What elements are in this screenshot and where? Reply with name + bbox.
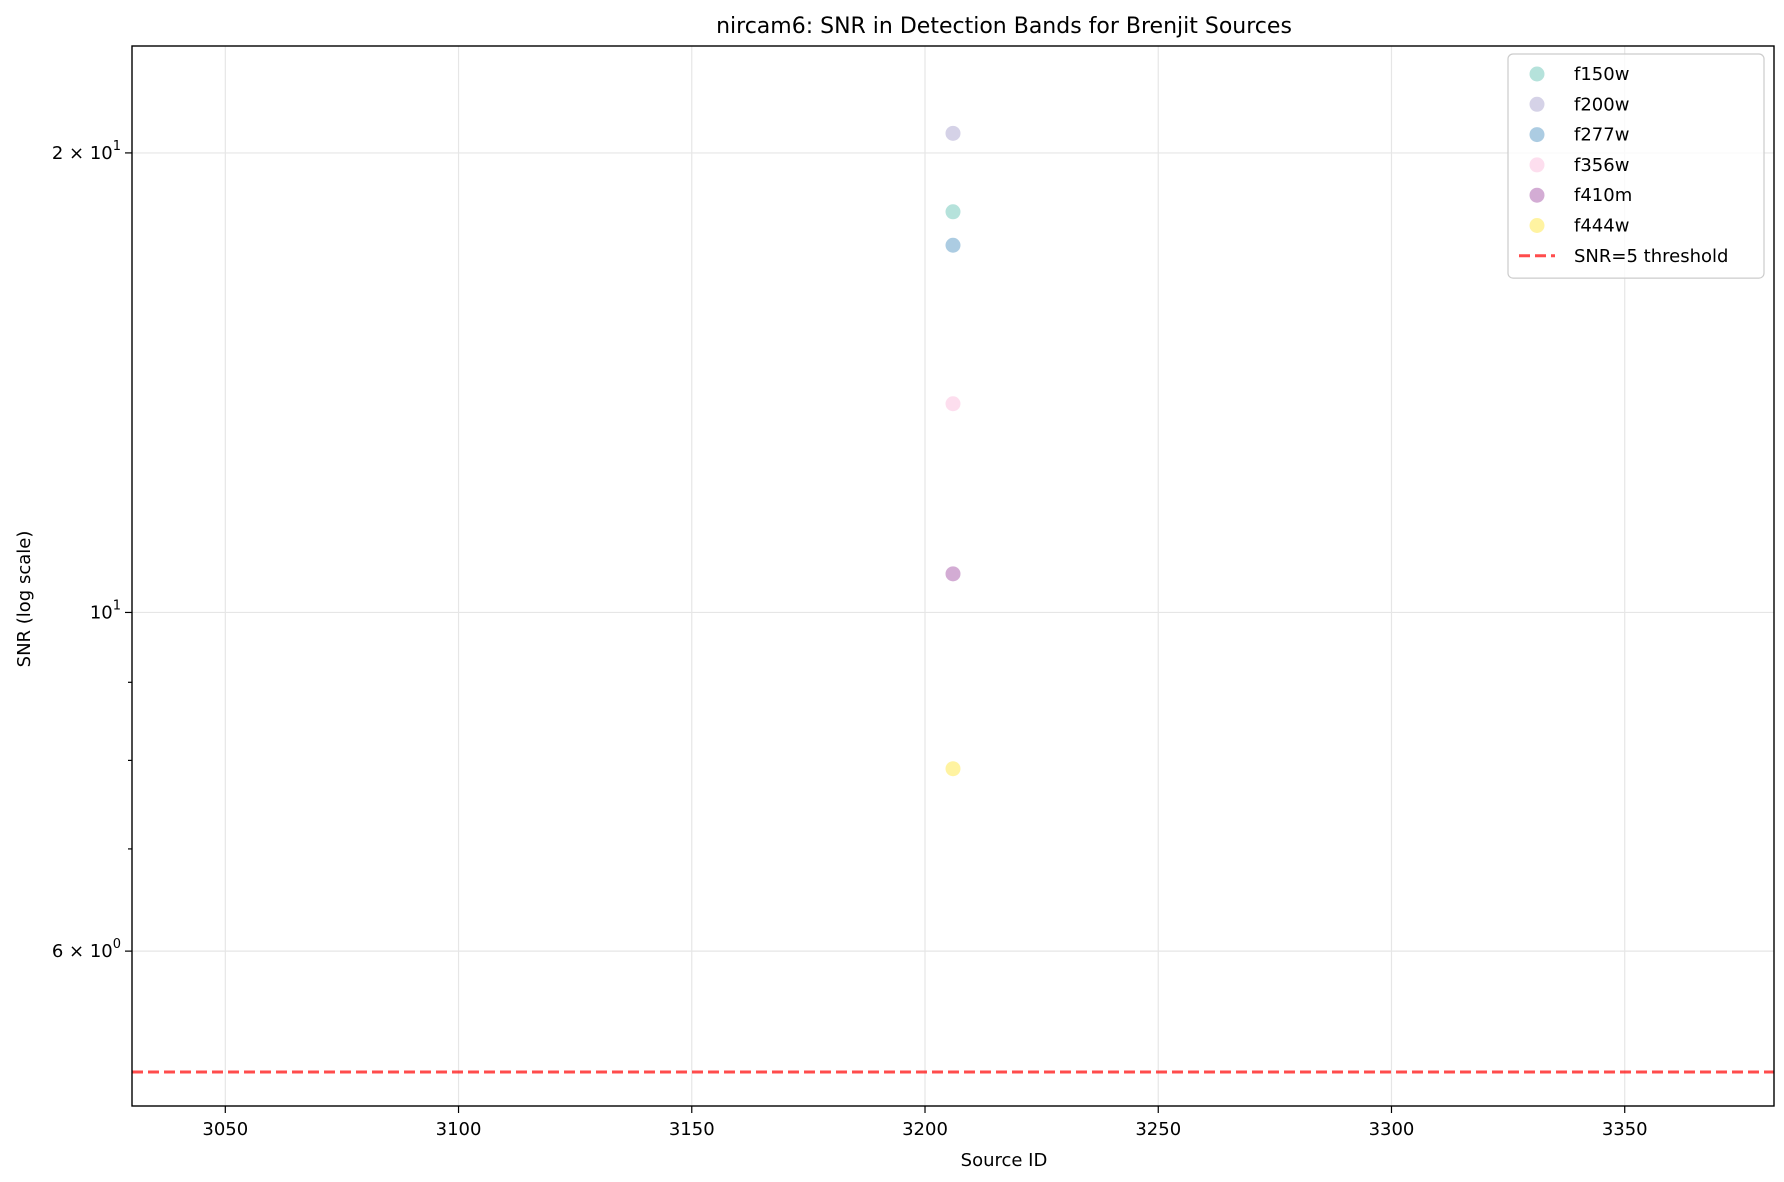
legend-box	[1507, 53, 1765, 279]
point-f150w	[945, 204, 961, 220]
legend-label: f444w	[1574, 216, 1629, 237]
plot-frame	[131, 45, 1775, 1107]
grid-layer	[132, 46, 1774, 1106]
x-tick-label: 3050	[202, 1119, 248, 1140]
y-tick-label: 6 × 100	[52, 937, 121, 962]
point-f277w	[945, 237, 961, 253]
legend-marker-f277w	[1529, 127, 1545, 143]
legend-marker-f444w	[1529, 218, 1545, 233]
legend-label: f200w	[1574, 94, 1629, 115]
point-f410m	[945, 566, 961, 582]
y-tick-label: 2 × 101	[52, 139, 121, 164]
x-tick-label: 3150	[669, 1119, 715, 1140]
x-tick-label: 3200	[902, 1119, 948, 1140]
legend-label: f277w	[1574, 125, 1629, 146]
y-tick-label: 101	[90, 598, 121, 623]
x-tick-label: 3300	[1369, 1119, 1415, 1140]
point-f444w	[945, 761, 961, 777]
x-tick-label: 3250	[1135, 1119, 1181, 1140]
legend-marker-f410m	[1529, 187, 1545, 203]
x-tick-label: 3350	[1602, 1119, 1648, 1140]
legend-label: SNR=5 threshold	[1574, 246, 1728, 267]
legend-marker-f200w	[1529, 96, 1545, 112]
point-f356w	[945, 396, 961, 412]
legend: f150w f200w f277w f356w f410m f444w SNR=5 thre…	[1507, 53, 1765, 279]
ticks-layer: 3050 3100 3150 3200 3250 3300 3350 6 × 100 101 2 …	[52, 139, 1648, 1140]
chart-title: nircam6: SNR in Detection Bands for Bren…	[716, 14, 1292, 39]
legend-marker-f356w	[1529, 157, 1545, 173]
y-axis-label: SNR (log scale)	[14, 531, 35, 668]
legend-label: f150w	[1574, 64, 1629, 85]
x-axis-label: Source ID	[961, 1150, 1048, 1171]
legend-label: f356w	[1574, 155, 1629, 176]
points-layer	[945, 125, 961, 777]
legend-marker-f150w	[1529, 66, 1545, 82]
point-f200w	[945, 125, 961, 141]
legend-label: f410m	[1574, 185, 1632, 206]
x-tick-label: 3100	[436, 1119, 482, 1140]
